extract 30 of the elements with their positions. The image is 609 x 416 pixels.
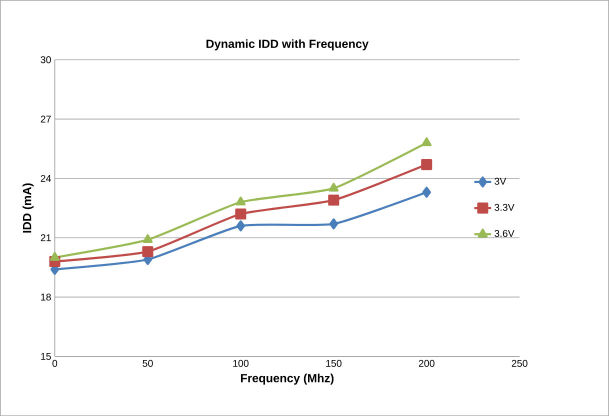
point — [421, 158, 432, 170]
y-tick-label: 30 — [40, 56, 51, 64]
chart-title: Dynamic IDD with Frequency — [206, 39, 369, 50]
point — [142, 234, 153, 243]
point — [328, 194, 340, 206]
point — [422, 137, 432, 146]
x-tick-label: 250 — [512, 360, 528, 367]
y-tick-label: 21 — [40, 234, 51, 242]
y-tick-label: 24 — [40, 174, 52, 182]
legend-label: 3.3V — [494, 204, 514, 211]
point — [50, 252, 60, 261]
legend-label: 3.6V — [494, 230, 514, 237]
y-tick-label: 15 — [41, 352, 51, 360]
y-axis-title: IDD (mA) — [22, 183, 34, 233]
point — [235, 208, 246, 220]
legend-label: 3V — [494, 178, 506, 185]
y-tick-label: 27 — [40, 116, 51, 122]
x-tick-label: 50 — [142, 360, 153, 367]
point — [422, 186, 432, 198]
x-axis-title: Frequency (Mhz) — [241, 374, 334, 385]
point — [329, 218, 338, 230]
point — [236, 196, 246, 206]
x-tick-label: 0 — [52, 360, 58, 367]
x-tick-label: 200 — [418, 360, 434, 367]
point — [142, 246, 154, 258]
point — [236, 220, 246, 232]
x-tick-label: 150 — [326, 360, 342, 367]
point — [328, 182, 339, 192]
y-tick-label: 18 — [41, 294, 51, 300]
x-tick-label: 100 — [233, 360, 249, 367]
